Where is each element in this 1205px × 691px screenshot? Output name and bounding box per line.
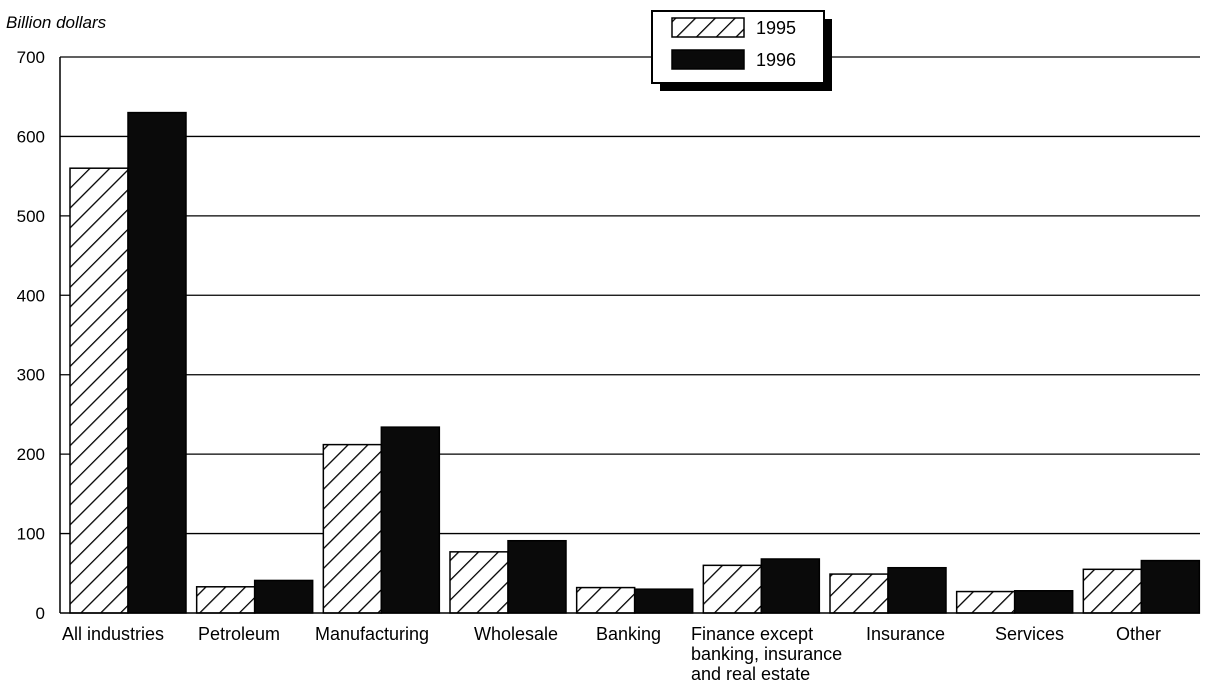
category-label: Insurance [866,624,945,644]
bars [69,111,1201,614]
x-axis-categories: All industries Petroleum Manufacturing Whol… [62,624,1161,684]
category-label: Wholesale [474,624,558,644]
bar-1995 [1082,568,1143,614]
bar-1996 [887,566,947,614]
bar-1996 [507,539,567,614]
y-tick-label: 0 [36,604,45,623]
category-label: Banking [596,624,661,644]
legend-swatch-1996 [671,49,745,70]
category-label: All industries [62,624,164,644]
y-tick-label: 600 [17,127,45,146]
y-tick-label: 500 [17,207,45,226]
bar-1995 [575,586,636,614]
category-label: Other [1116,624,1161,644]
bar-1995 [195,586,256,614]
y-axis-ticks: 0 100 200 300 400 500 600 700 [17,48,45,623]
category-label: Manufacturing [315,624,429,644]
bar-1996 [127,111,187,614]
category-label: Petroleum [198,624,280,644]
gridlines [60,56,1200,535]
bar-1995 [702,564,763,614]
category-label: and real estate [691,664,810,684]
axes [59,57,1200,614]
bar-1995 [322,443,383,614]
y-tick-label: 700 [17,48,45,67]
bar-1995 [955,590,1016,614]
bar-1996 [253,579,314,614]
bar-1995 [449,551,509,614]
legend-label-1996: 1996 [756,50,796,70]
y-tick-label: 100 [17,525,45,544]
bar-1996 [1013,590,1074,614]
bar-1995 [829,573,889,614]
y-tick-label: 300 [17,366,45,385]
bar-1996 [1140,559,1201,614]
y-axis-label: Billion dollars [6,13,107,32]
category-label: Finance except [691,624,813,644]
legend-swatch-1995 [671,17,745,38]
legend: 1995 1996 [651,10,832,91]
y-tick-label: 400 [17,286,45,305]
bar-1995 [69,167,129,614]
category-label: Services [995,624,1064,644]
y-tick-label: 200 [17,445,45,464]
bar-1996 [633,588,694,614]
category-label: banking, insurance [691,644,842,664]
legend-label-1995: 1995 [756,18,796,38]
bar-1996 [760,558,821,614]
bar-1996 [380,426,441,614]
